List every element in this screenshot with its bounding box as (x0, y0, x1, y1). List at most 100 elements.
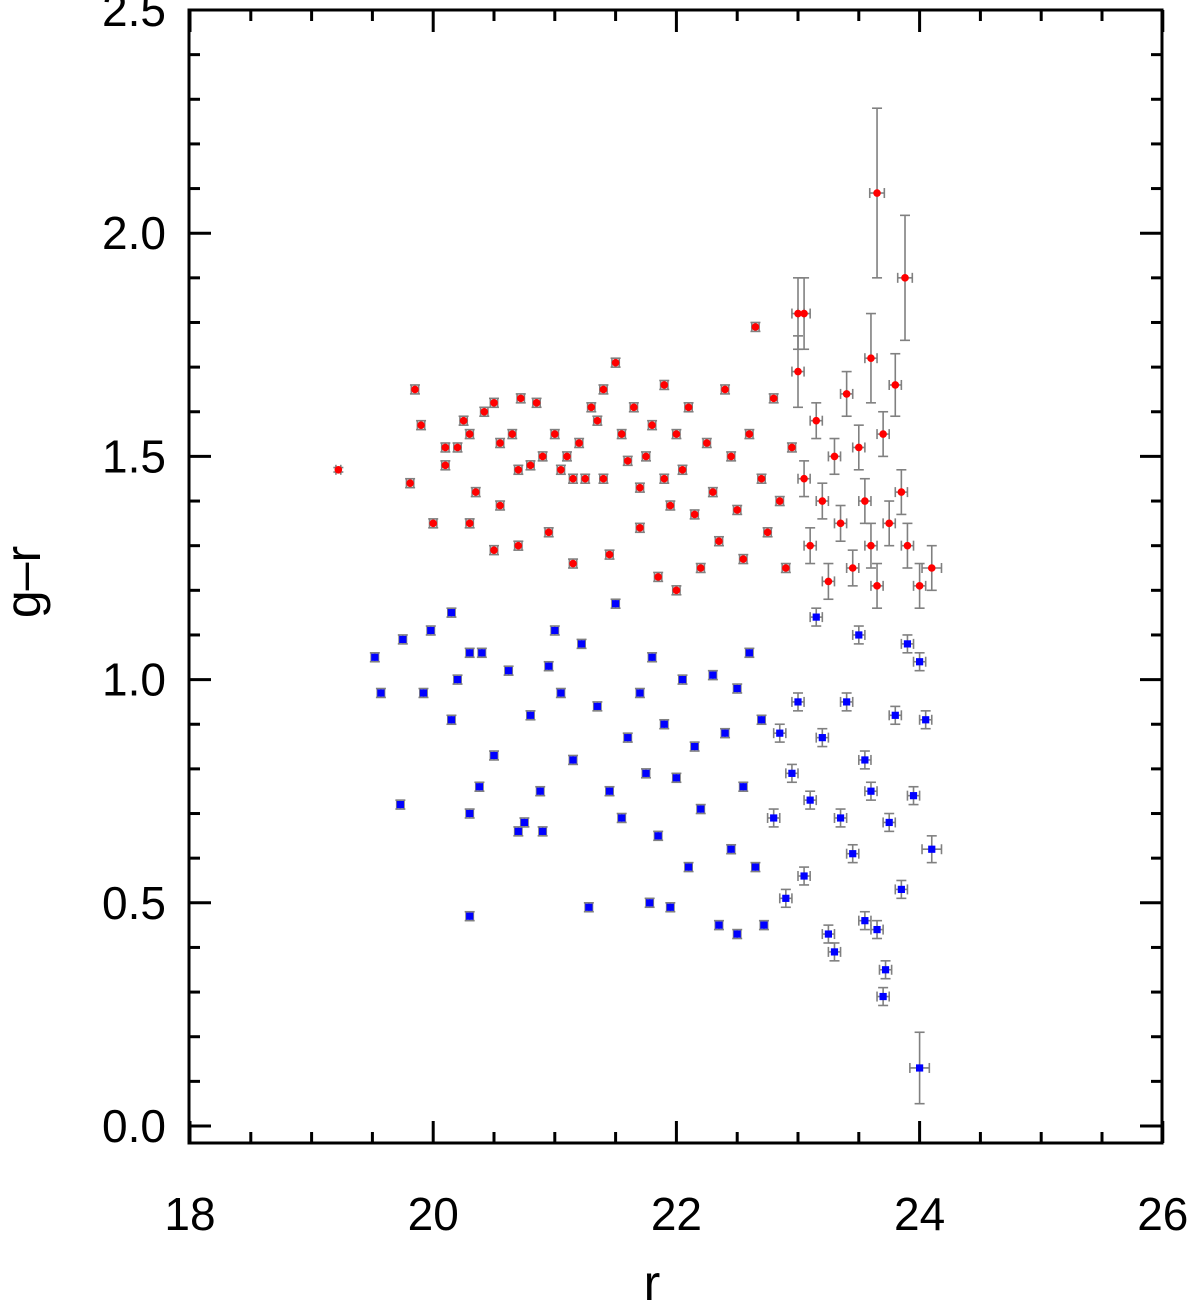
data-point-red (496, 501, 504, 510)
data-point-blue (466, 809, 474, 818)
data-point-red (824, 577, 833, 586)
data-point-red (836, 519, 845, 528)
data-point-blue (715, 921, 723, 929)
data-point-blue (909, 792, 918, 800)
data-point-blue (849, 850, 857, 858)
data-point-blue (520, 818, 528, 827)
data-point-blue (514, 827, 522, 835)
x-tick-label: 20 (408, 1188, 459, 1240)
data-point-blue (642, 769, 650, 777)
data-point-red (441, 443, 450, 452)
data-point-blue (806, 796, 814, 804)
error-bar (622, 732, 633, 743)
data-point-blue (636, 689, 644, 697)
data-point-red (465, 519, 474, 528)
error-bars-layer (333, 107, 943, 1105)
data-point-red (496, 439, 504, 447)
data-point-red (514, 541, 523, 550)
data-point-blue (836, 814, 845, 822)
data-point-red (630, 403, 638, 412)
error-bar (803, 790, 818, 810)
data-point-blue (881, 966, 890, 974)
error-bar (778, 888, 793, 909)
data-point-red (569, 559, 577, 568)
data-point-red (848, 564, 857, 572)
data-point-red (587, 403, 596, 412)
data-point-red (775, 497, 784, 505)
data-point-red (769, 394, 778, 403)
data-point-red (666, 501, 675, 510)
data-point-blue (447, 609, 456, 617)
data-point-blue (751, 863, 760, 871)
data-point-red (660, 381, 669, 389)
data-point-red (441, 461, 450, 470)
data-point-red (715, 537, 723, 546)
data-point-blue (536, 787, 544, 795)
data-point-red (599, 385, 608, 394)
data-point-red (867, 541, 875, 550)
data-point-blue (928, 845, 936, 853)
x-tick-label: 24 (894, 1188, 945, 1240)
data-point-blue (697, 805, 705, 813)
data-point-blue (721, 729, 729, 737)
data-point-red (806, 541, 814, 550)
data-point-blue (551, 626, 559, 635)
error-bar (845, 843, 860, 864)
data-point-blue (646, 899, 654, 907)
data-point-blue (812, 613, 820, 621)
data-point-red (727, 452, 735, 461)
data-point-blue (666, 903, 674, 911)
data-point-red (901, 274, 909, 282)
error-bar (766, 808, 781, 828)
data-point-blue (453, 676, 462, 684)
data-point-red (903, 541, 912, 550)
data-point-blue (788, 769, 796, 777)
data-point-blue (577, 640, 586, 648)
y-tick-label: 2.5 (102, 0, 166, 36)
data-point-red (623, 457, 632, 465)
data-point-red (544, 528, 553, 537)
data-point-blue (757, 716, 766, 724)
data-point-blue (654, 832, 662, 840)
error-bar (815, 482, 830, 520)
data-point-red (334, 465, 343, 474)
data-point-blue (447, 716, 456, 724)
data-point-blue (684, 863, 693, 871)
data-point-red (751, 323, 760, 331)
data-point-blue (818, 734, 826, 742)
data-point-red (873, 582, 881, 590)
error-bar (876, 986, 891, 1007)
data-point-blue (466, 649, 474, 657)
data-point-red (636, 524, 644, 532)
data-point-red (636, 483, 644, 492)
data-point-blue (800, 872, 808, 880)
data-point-red (516, 394, 525, 403)
data-point-red (855, 443, 863, 452)
data-point-blue (624, 734, 632, 742)
x-tick-label: 22 (651, 1188, 702, 1240)
error-bar (839, 692, 854, 712)
data-point-red (927, 564, 936, 572)
data-point-red (490, 399, 498, 407)
data-point-red (745, 430, 754, 438)
data-point-red (406, 479, 414, 487)
data-point-blue (618, 814, 626, 822)
data-point-blue (475, 783, 484, 791)
data-point-red (593, 416, 602, 425)
data-point-blue (885, 818, 893, 827)
data-point-blue (612, 600, 620, 608)
data-point-red (709, 488, 717, 496)
data-point-blue (660, 720, 668, 728)
data-point-blue (824, 930, 832, 938)
data-point-blue (760, 921, 768, 929)
data-point-red (867, 354, 875, 362)
data-point-red (411, 385, 419, 394)
data-point-red (569, 474, 577, 483)
data-point-blue (794, 698, 802, 706)
data-point-blue (891, 711, 899, 719)
data-point-blue (504, 667, 513, 675)
data-point-blue (770, 814, 778, 822)
data-point-red (897, 488, 906, 496)
data-point-blue (855, 631, 863, 639)
